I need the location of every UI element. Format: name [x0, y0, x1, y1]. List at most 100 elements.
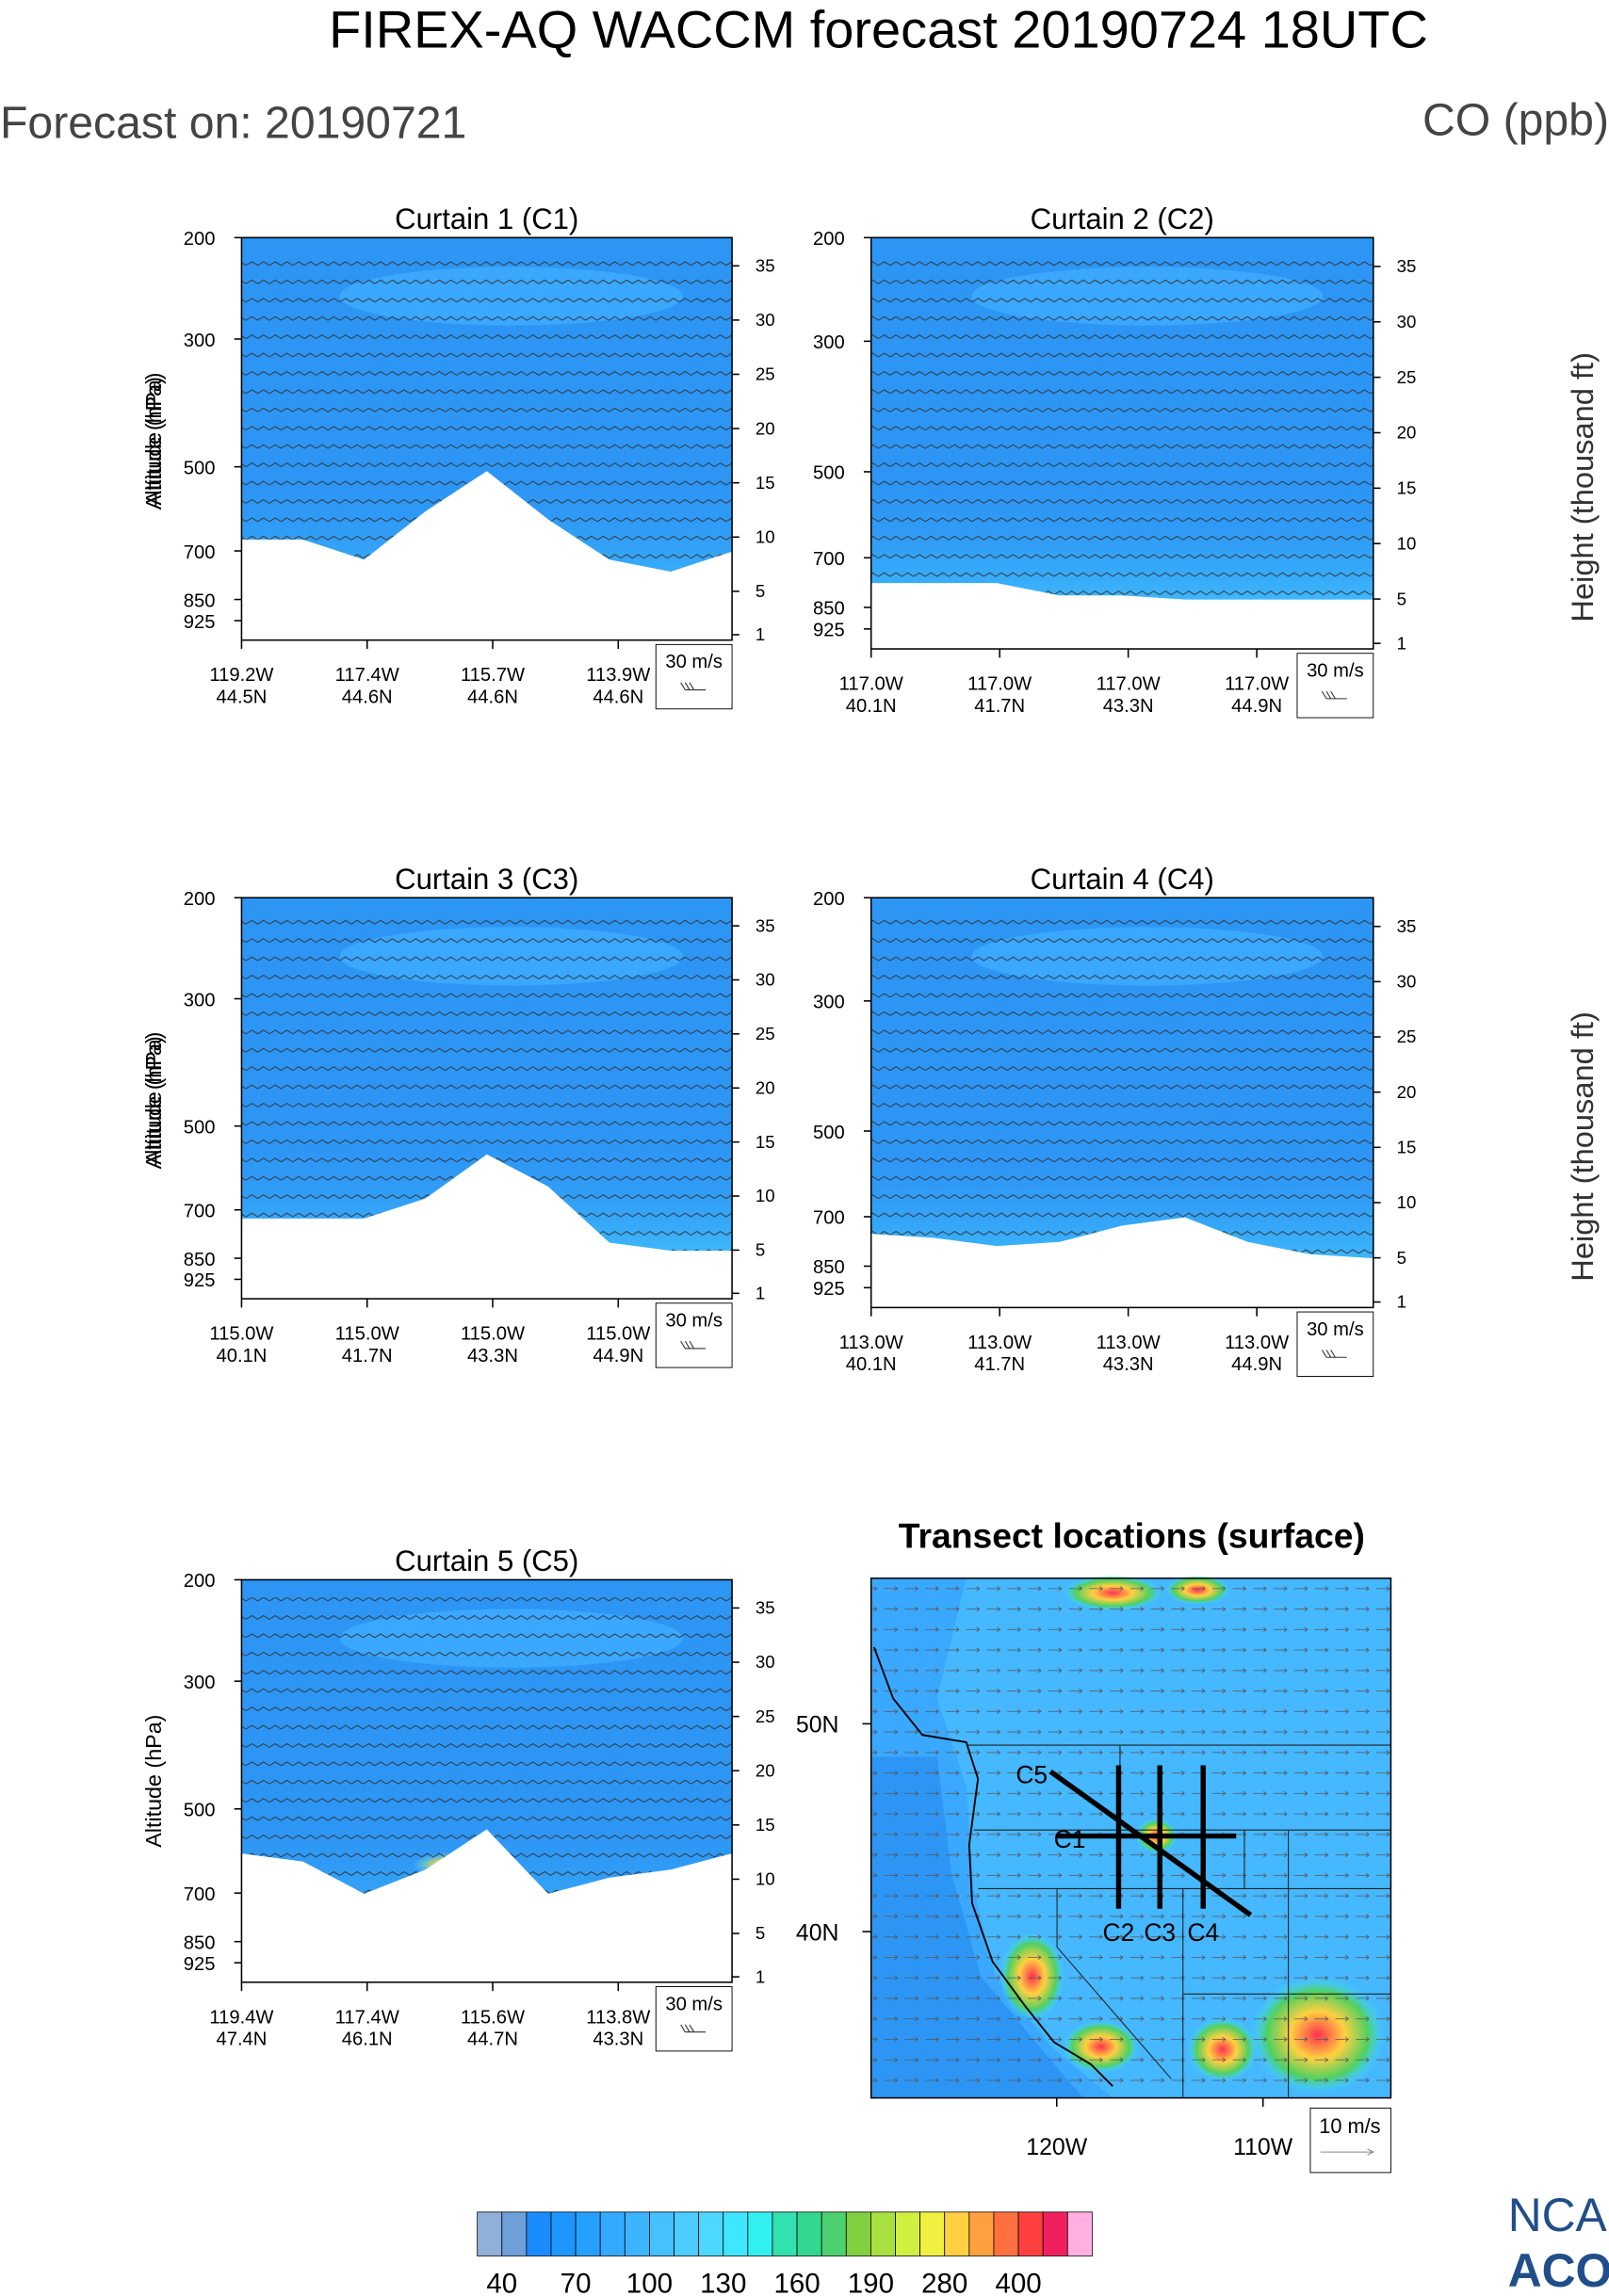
y2-tick-label: 5 — [756, 1240, 765, 1260]
y2-tick-label: 15 — [1397, 1138, 1417, 1157]
y-tick-label: 850 — [184, 590, 216, 611]
y2-tick-label: 35 — [756, 255, 775, 275]
ref-label: 10 m/s — [1319, 2114, 1380, 2138]
y2-tick-label: 25 — [1397, 367, 1417, 387]
x-tick-label: 44.6N — [467, 687, 518, 708]
y-tick-label: 300 — [813, 332, 845, 353]
transect-label: C1 — [1054, 1825, 1086, 1853]
ref-label: 30 m/s — [665, 1311, 723, 1332]
x-tick-label: 110W — [1233, 2134, 1293, 2160]
y2-tick-label: 15 — [756, 1815, 775, 1835]
y2-tick-label: 10 — [756, 1186, 775, 1205]
x-tick-label: 44.7N — [467, 2029, 518, 2050]
x-tick-label: 40.1N — [846, 1354, 897, 1375]
colorbar-box — [550, 2211, 577, 2256]
y2-tick-label: 1 — [756, 1284, 765, 1303]
ref-box — [655, 1302, 733, 1368]
frame — [870, 897, 1374, 1309]
x-tick-label: 44.9N — [593, 1346, 643, 1366]
colorbar-label: 190 — [848, 2268, 894, 2296]
y2-tick-label: 20 — [756, 418, 775, 438]
y-tick-label: 300 — [184, 990, 216, 1011]
y2-tick-label: 1 — [756, 1966, 765, 1986]
y2-tick-label: 30 — [1397, 972, 1417, 992]
colorbar-label: 400 — [995, 2268, 1041, 2296]
coastline — [872, 1646, 1113, 2087]
x-tick-label: 119.4W — [209, 2007, 273, 2028]
x-tick-label: 117.0W — [839, 674, 903, 695]
ref-barb — [680, 682, 707, 691]
x-tick-label: 113.0W — [967, 1333, 1032, 1353]
colorbar-label: 160 — [773, 2268, 820, 2296]
x-tick-label: 113.0W — [1225, 1333, 1289, 1353]
colorbar-label: 70 — [561, 2268, 592, 2296]
colorbar-box — [575, 2211, 601, 2256]
y-tick-label: 40N — [796, 1919, 839, 1946]
colorbar-box — [599, 2211, 626, 2256]
y2-tick-label: 25 — [1397, 1027, 1417, 1046]
y-tick-label: 500 — [813, 463, 845, 484]
colorbar-box — [1042, 2211, 1068, 2256]
x-tick-label: 43.3N — [593, 2029, 643, 2050]
title: FIREX-AQ WACCM forecast 20190724 18UTC — [329, 0, 1428, 58]
colorbar-box — [1017, 2211, 1044, 2256]
transect-label: C3 — [1144, 1918, 1176, 1947]
ref-barb — [680, 2024, 707, 2033]
y2-tick-label: 35 — [756, 915, 775, 935]
y2-axis-label: Height (thousand ft) — [1565, 1011, 1600, 1282]
terrain — [241, 471, 733, 640]
y2-tick-label: 35 — [756, 1598, 775, 1618]
y-tick-label: 850 — [813, 599, 845, 620]
ref-box — [1296, 1311, 1374, 1377]
x-tick-label: 113.9W — [586, 665, 650, 686]
map-frame — [870, 1577, 1392, 2099]
y-tick-label: 925 — [184, 612, 216, 633]
y-tick-label: 200 — [813, 889, 845, 910]
transect — [1048, 1769, 1253, 1917]
y2-tick-label: 10 — [1397, 533, 1417, 553]
y2-tick-label: 10 — [756, 1869, 775, 1889]
y-tick-label: 925 — [184, 1270, 216, 1291]
terrain — [241, 1154, 733, 1300]
x-tick-label: 44.9N — [1231, 696, 1282, 717]
y-tick-label: 50N — [796, 1712, 839, 1738]
y2-tick-label: 5 — [1397, 1248, 1406, 1268]
x-tick-label: 117.4W — [335, 665, 399, 686]
x-tick-label: 40.1N — [216, 1346, 267, 1366]
units: CO (ppb) — [1422, 95, 1609, 146]
frame — [240, 897, 733, 1300]
colorbar-box — [919, 2211, 946, 2256]
y2-tick-label: 35 — [1397, 916, 1417, 936]
panel-title: Curtain 3 (C3) — [395, 863, 578, 896]
y-tick-label: 700 — [184, 1884, 216, 1905]
x-tick-label: 115.0W — [335, 1324, 399, 1345]
x-tick-label: 47.4N — [216, 2029, 267, 2050]
ref-label: 30 m/s — [1307, 661, 1364, 682]
y-tick-label: 700 — [813, 1208, 845, 1229]
ref-box — [655, 643, 733, 710]
colorbar-box — [1066, 2211, 1093, 2256]
x-tick-label: 117.0W — [1225, 674, 1289, 695]
y2-tick-label: 1 — [1397, 633, 1406, 653]
y2-tick-label: 20 — [756, 1077, 775, 1097]
y-tick-label: 850 — [184, 1932, 216, 1953]
y2-tick-label: 30 — [756, 1652, 775, 1672]
y2-tick-label: 25 — [756, 1024, 775, 1043]
y-tick-label: 850 — [813, 1257, 845, 1278]
y-axis-label: Altitude (hPa) — [141, 1036, 166, 1169]
y-axis-label: Altitude (hPa) — [141, 372, 166, 505]
colorbar-box — [772, 2211, 798, 2256]
colorbar-box — [747, 2211, 773, 2256]
x-tick-label: 117.0W — [967, 674, 1032, 695]
y-tick-label: 500 — [184, 1117, 216, 1138]
y-tick-label: 500 — [184, 458, 216, 478]
x-tick-label: 113.0W — [1097, 1333, 1161, 1353]
x-tick-label: 41.7N — [974, 696, 1025, 717]
y-tick-label: 700 — [184, 1201, 216, 1221]
y-axis-label: Altitude (hPa) — [141, 1715, 166, 1848]
y-tick-label: 200 — [184, 1571, 216, 1592]
y2-tick-label: 10 — [1397, 1192, 1417, 1212]
colorbar-box — [845, 2211, 871, 2256]
x-tick-label: 117.0W — [1097, 674, 1161, 695]
